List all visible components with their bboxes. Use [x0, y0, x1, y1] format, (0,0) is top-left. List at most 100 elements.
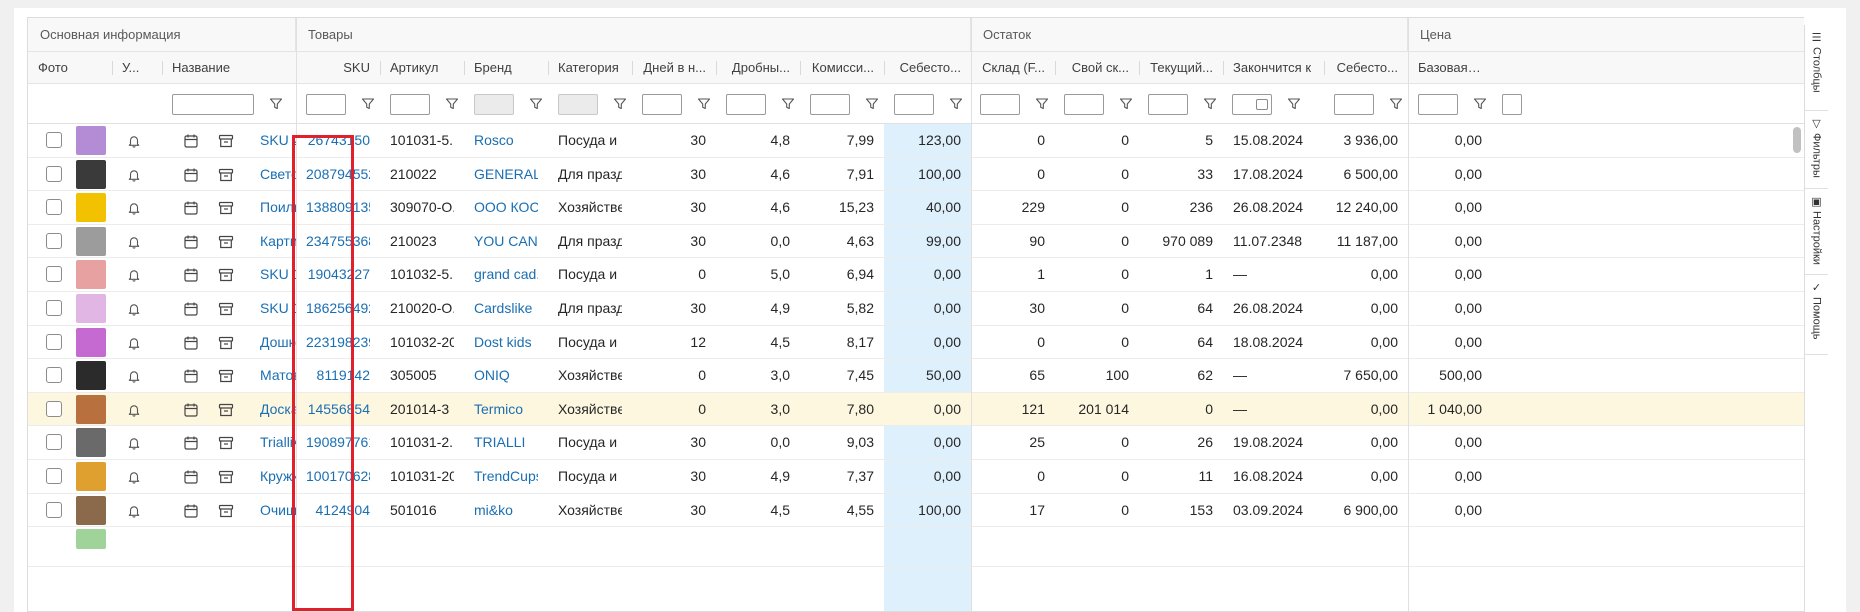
calendar-icon[interactable]	[183, 133, 199, 149]
product-name-link[interactable]: Кружка	[260, 468, 296, 484]
column-header-ends[interactable]: Закончится к	[1233, 60, 1312, 75]
product-photo[interactable]	[76, 495, 106, 525]
filter-input-own-stock[interactable]	[1064, 94, 1104, 115]
archive-icon[interactable]	[218, 469, 234, 485]
bell-icon[interactable]	[126, 402, 142, 418]
cell-sku[interactable]: 223198239	[306, 333, 370, 350]
cell-sku[interactable]: 186256492	[306, 300, 370, 316]
column-header-article[interactable]: Артикул	[390, 60, 439, 75]
bell-icon[interactable]	[126, 335, 142, 351]
column-header-warehouse[interactable]: Склад (F...	[982, 60, 1045, 75]
cell-brand[interactable]: TRIALLI	[474, 434, 526, 451]
column-resize-handle[interactable]	[884, 61, 885, 75]
row-checkbox[interactable]	[46, 266, 62, 283]
calendar-icon[interactable]	[183, 402, 199, 418]
bell-icon[interactable]	[126, 503, 142, 519]
column-resize-handle[interactable]	[1139, 61, 1140, 75]
filter-funnel-icon[interactable]	[444, 96, 460, 112]
column-header-name[interactable]: Название	[172, 60, 231, 75]
row-checkbox[interactable]	[46, 434, 62, 451]
cell-sku[interactable]: 234755368	[306, 232, 370, 249]
filter-funnel-icon[interactable]	[780, 96, 796, 112]
table-row[interactable]: Картин 234755368 210023 YOU CAN ... Для праз…	[28, 225, 1804, 259]
cell-brand[interactable]: YOU CAN ...	[474, 232, 538, 249]
row-checkbox[interactable]	[46, 132, 62, 148]
product-name-link[interactable]: Картин	[260, 232, 296, 249]
row-checkbox[interactable]	[46, 400, 62, 417]
cell-sku[interactable]: 19043227	[307, 266, 370, 283]
column-resize-handle[interactable]	[464, 61, 465, 75]
cell-brand[interactable]: Rosco	[474, 132, 514, 148]
cell-brand[interactable]: Dost kids	[474, 333, 532, 350]
column-resize-handle[interactable]	[1055, 61, 1056, 75]
bell-icon[interactable]	[126, 167, 142, 183]
cell-sku[interactable]: 100170628	[306, 468, 370, 484]
column-header-base-price[interactable]: Базовая, ₽	[1418, 60, 1484, 75]
table-row[interactable]: SKU 19 19043227 101032-5... grand cad... Пос…	[28, 258, 1804, 292]
filter-input-ends[interactable]	[1232, 94, 1272, 115]
column-resize-handle[interactable]	[548, 61, 549, 75]
bell-icon[interactable]	[126, 435, 142, 451]
calendar-icon[interactable]	[183, 167, 199, 183]
column-header-notify[interactable]: У...	[122, 60, 140, 75]
product-name-link[interactable]: SKU 18	[260, 300, 296, 316]
filter-funnel-icon[interactable]	[1286, 96, 1302, 112]
column-header-sku[interactable]: SKU	[343, 60, 370, 75]
table-row[interactable]: Дошко 223198239 101032-20 Dost kids Посуда и…	[28, 326, 1804, 360]
table-row[interactable]: Очища 4124904 501016 mi&ko Хозяйстве... 30 4,5…	[28, 494, 1804, 528]
filter-funnel-icon[interactable]	[1034, 96, 1050, 112]
calendar-icon[interactable]	[1256, 99, 1268, 110]
calendar-icon[interactable]	[183, 335, 199, 351]
product-name-link[interactable]: Матов	[260, 367, 296, 384]
calendar-icon[interactable]	[183, 435, 199, 451]
bell-icon[interactable]	[126, 133, 142, 149]
product-photo[interactable]	[76, 361, 106, 391]
calendar-icon[interactable]	[183, 469, 199, 485]
table-row[interactable]: Доска 14556854 201014-3 Termico Хозяйстве...…	[28, 392, 1804, 427]
calendar-icon[interactable]	[183, 267, 199, 283]
product-photo[interactable]	[76, 428, 106, 458]
column-header-commission[interactable]: Комисси...	[811, 60, 874, 75]
product-name-link[interactable]: SKU 26	[260, 132, 296, 148]
filter-input-fraction[interactable]	[726, 94, 766, 115]
cell-brand[interactable]: GENERAL.	[474, 165, 538, 182]
table-row[interactable]: SKU 18 186256492 210020-О... Cardslike Для п…	[28, 292, 1804, 326]
archive-icon[interactable]	[218, 133, 234, 149]
filter-input-current[interactable]	[1148, 94, 1188, 115]
product-photo[interactable]	[76, 226, 106, 256]
archive-icon[interactable]	[218, 301, 234, 317]
cell-brand[interactable]: Termico	[474, 400, 524, 417]
bell-icon[interactable]	[126, 200, 142, 216]
row-checkbox[interactable]	[46, 199, 62, 216]
filter-input-commission[interactable]	[810, 94, 850, 115]
filter-input-article[interactable]	[390, 94, 430, 115]
filter-input-sku[interactable]	[306, 94, 346, 115]
archive-icon[interactable]	[218, 368, 234, 384]
cell-brand[interactable]: grand cad...	[474, 266, 538, 283]
bell-icon[interactable]	[126, 301, 142, 317]
calendar-icon[interactable]	[183, 234, 199, 250]
archive-icon[interactable]	[218, 267, 234, 283]
product-name-link[interactable]: SKU 19	[260, 266, 296, 283]
product-photo[interactable]	[76, 193, 106, 223]
table-row[interactable]: Светод 208794552 210022 GENERAL. Для празд..…	[28, 158, 1804, 192]
archive-icon[interactable]	[218, 503, 234, 519]
cell-sku[interactable]: 208794552	[306, 165, 370, 182]
table-row[interactable]: SKU 26 26743150 101031-5... Rosco Посуда и .…	[28, 124, 1804, 158]
column-header-cost2[interactable]: Себесто...	[1336, 60, 1398, 75]
archive-icon[interactable]	[218, 402, 234, 418]
cell-sku[interactable]: 190897761	[306, 434, 370, 451]
cell-brand[interactable]: TrendCups	[474, 468, 538, 484]
filter-input-days[interactable]	[642, 94, 682, 115]
table-row[interactable]: Кружка 100170628 101031-20 TrendCups Посуда …	[28, 460, 1804, 494]
row-checkbox[interactable]	[46, 468, 62, 484]
filter-input-warehouse[interactable]	[980, 94, 1020, 115]
filter-input-cost[interactable]	[894, 94, 934, 115]
side-tab-filters[interactable]: ▽ Фильтры	[1805, 111, 1828, 189]
column-resize-handle[interactable]	[800, 61, 801, 75]
filter-funnel-icon[interactable]	[1388, 96, 1404, 112]
product-name-link[interactable]: Поилы	[260, 199, 296, 216]
row-checkbox[interactable]	[46, 367, 62, 384]
archive-icon[interactable]	[218, 435, 234, 451]
product-photo[interactable]	[76, 394, 106, 424]
